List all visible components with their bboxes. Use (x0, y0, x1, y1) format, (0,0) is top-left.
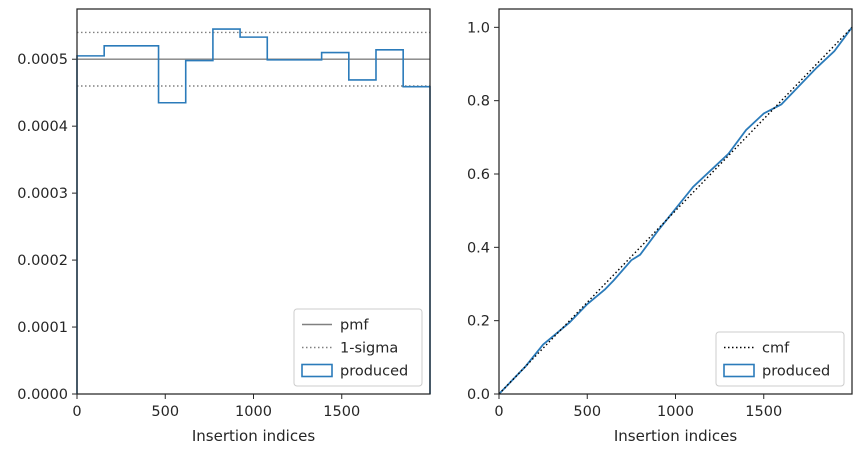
right-x-tick-label: 500 (573, 404, 601, 420)
legend-produced-swatch (301, 363, 333, 378)
left-x-tick-label: 500 (151, 404, 179, 420)
right-legend: cmf produced (715, 331, 845, 387)
histogram-bin (240, 37, 267, 394)
right-y-tick-label: 1.0 (467, 20, 490, 36)
right-axes: 0 500 1000 1500 0.0 0.2 0.4 0.6 0.8 1.0 Insertion … (467, 20, 782, 445)
left-legend: pmf 1-sigma produced (293, 308, 423, 387)
produced-histogram-outline (76, 28, 431, 394)
right-x-tick-label: 1500 (745, 404, 782, 420)
produced-cumulative-line (498, 26, 853, 395)
right-legend-box (715, 331, 845, 387)
left-x-tick-label: 0 (72, 404, 81, 420)
left-legend-label: produced (340, 364, 408, 380)
right-legend-label: produced (762, 364, 830, 380)
cumulative-series (498, 26, 853, 395)
right-x-axis-label: Insertion indices (614, 427, 737, 445)
left-y-tick-label: 0.0000 (17, 387, 68, 403)
left-y-tick-label: 0.0003 (17, 186, 68, 202)
left-x-tick-label: 1000 (235, 404, 272, 420)
right-y-tick-label: 0.6 (467, 167, 490, 183)
right-y-tick-label: 0.0 (467, 387, 490, 403)
left-legend-label: 1-sigma (340, 341, 398, 357)
right-x-tick-label: 0 (494, 404, 503, 420)
right-y-tick-label: 0.2 (467, 314, 490, 330)
left-legend-box (293, 308, 423, 387)
left-y-tick-label: 0.0001 (17, 320, 68, 336)
left-y-tick-label: 0.0005 (17, 52, 68, 68)
histogram-bin (77, 56, 104, 394)
histogram-bin (186, 61, 213, 394)
histogram-bin (159, 103, 186, 394)
legend-produced-swatch (723, 363, 755, 378)
left-y-tick-label: 0.0002 (17, 253, 68, 269)
left-plot-frame (76, 8, 431, 395)
right-y-tick-label: 0.8 (467, 94, 490, 110)
right-legend-label: cmf (762, 341, 790, 357)
cmf-line (498, 26, 853, 395)
left-axes: 0 500 1000 1500 0.0000 0.0001 0.0002 0.0003 0.00… (17, 52, 360, 445)
right-x-tick-label: 1000 (657, 404, 694, 420)
left-x-tick-label: 1500 (323, 404, 360, 420)
left-y-tick-label: 0.0004 (17, 119, 68, 135)
left-legend-label: pmf (340, 318, 369, 334)
histogram-bin (213, 29, 240, 394)
right-y-tick-label: 0.4 (467, 240, 490, 256)
histogram-bin (104, 46, 158, 394)
left-x-axis-label: Insertion indices (192, 427, 315, 445)
produced-histogram (76, 28, 431, 394)
right-plot-frame (498, 8, 853, 395)
